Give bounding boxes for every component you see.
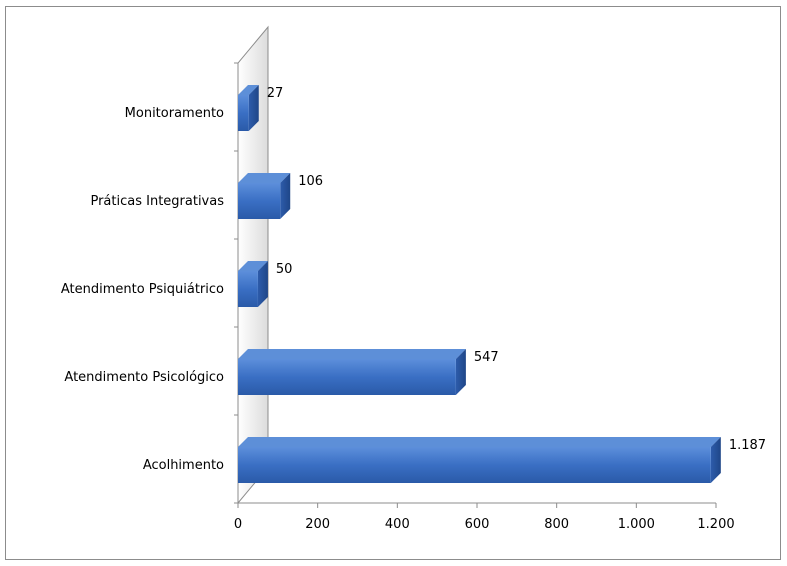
data-label: 1.187 bbox=[729, 438, 766, 453]
bar-side-face bbox=[710, 437, 721, 483]
bar-front-face bbox=[238, 95, 249, 131]
bar bbox=[238, 349, 466, 395]
data-label: 50 bbox=[276, 262, 293, 277]
data-label: 27 bbox=[267, 86, 284, 101]
bars-layer bbox=[238, 85, 721, 483]
data-label: 106 bbox=[298, 174, 323, 189]
data-label: 547 bbox=[474, 350, 499, 365]
x-tick-label: 1.200 bbox=[697, 517, 734, 532]
bar-top-face bbox=[238, 437, 721, 447]
chart-frame: 0 200 400 600 800 1.000 1.200 Monitoramento 27 Pr… bbox=[5, 6, 781, 560]
bar bbox=[238, 261, 268, 307]
category-label: Atendimento Psicológico bbox=[64, 370, 224, 385]
bar-front-face bbox=[238, 447, 711, 483]
bar-side-face bbox=[455, 349, 466, 395]
bar-top-face bbox=[238, 261, 268, 271]
bar-side-face bbox=[280, 173, 291, 219]
bar-side-face bbox=[257, 261, 268, 307]
x-tick-label: 0 bbox=[234, 517, 242, 532]
bar-front-face bbox=[238, 359, 456, 395]
category-label: Práticas Integrativas bbox=[90, 194, 224, 209]
bar bbox=[238, 437, 721, 483]
axis-layer bbox=[234, 25, 717, 508]
bar-top-face bbox=[238, 85, 259, 95]
x-tick-label: 1.000 bbox=[618, 517, 655, 532]
x-tick-label: 600 bbox=[465, 517, 490, 532]
x-tick-label: 400 bbox=[385, 517, 410, 532]
bar bbox=[238, 85, 259, 131]
bar-front-face bbox=[238, 183, 281, 219]
bar bbox=[238, 173, 291, 219]
category-label: Acolhimento bbox=[143, 458, 224, 473]
bar-side-face bbox=[248, 85, 259, 131]
x-tick-label: 200 bbox=[305, 517, 330, 532]
category-label: Monitoramento bbox=[125, 106, 224, 121]
bar-front-face bbox=[238, 271, 258, 307]
category-label: Atendimento Psiquiátrico bbox=[61, 282, 224, 297]
labels-layer: 0 200 400 600 800 1.000 1.200 Monitoramento 27 Pr… bbox=[61, 86, 766, 532]
bar-top-face bbox=[238, 349, 466, 359]
bar-chart: 0 200 400 600 800 1.000 1.200 Monitoramento 27 Pr… bbox=[61, 25, 766, 532]
x-tick-label: 800 bbox=[544, 517, 569, 532]
bar-top-face bbox=[238, 173, 291, 183]
